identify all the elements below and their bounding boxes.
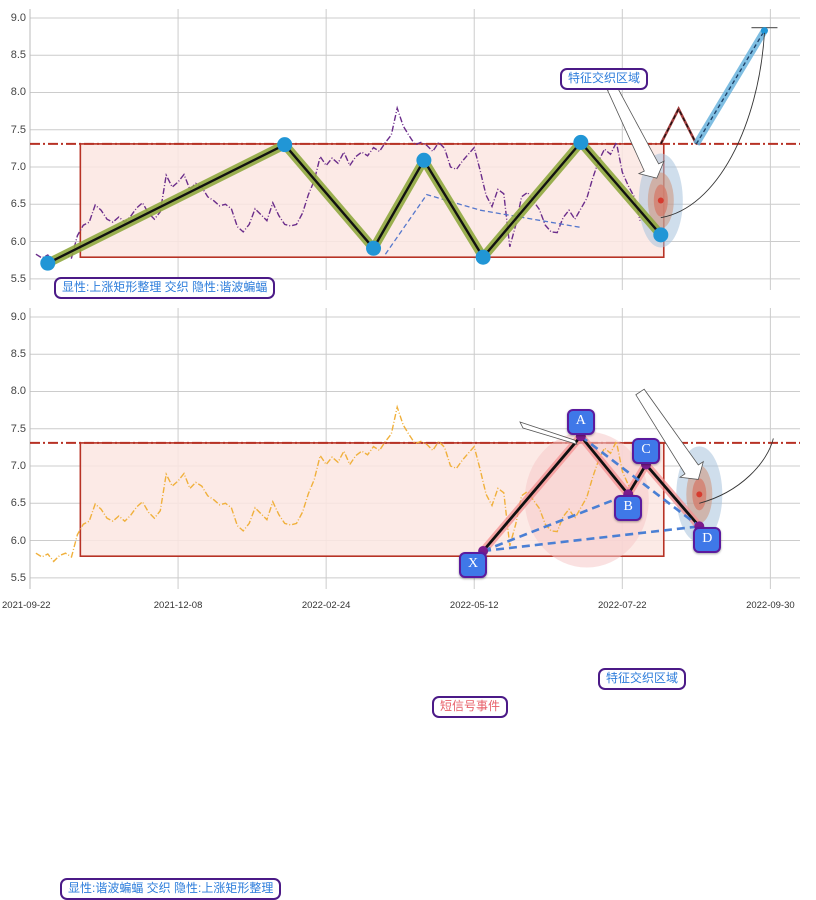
focus-point-bottom	[696, 491, 703, 498]
x-tick-label: 2021-09-22	[2, 600, 51, 611]
harmonic-edge-solid	[481, 434, 583, 553]
y-tick-label: 9.0	[10, 310, 26, 323]
y-tick-label: 6.0	[10, 534, 26, 547]
zigzag-marker	[366, 240, 382, 256]
harmonic-node-b[interactable]: B	[614, 495, 643, 522]
zigzag-marker	[277, 137, 293, 153]
y-tick-label: 6.0	[10, 235, 26, 248]
top-chart-panel: 5.5 6.0 6.5 7.0 7.5 8.0 8.5 9.0 特征交织区域 显性:上涨矩形整…	[0, 0, 816, 300]
y-tick-label: 5.5	[10, 571, 26, 584]
guide-curve-top	[660, 32, 765, 219]
y-tick-label: 6.5	[10, 497, 26, 510]
bottom-y-axis: 5.5 6.0 6.5 7.0 7.5 8.0 8.5 9.0	[0, 300, 26, 617]
y-tick-label: 7.5	[10, 422, 26, 435]
price-line-bottom	[35, 404, 641, 563]
forecast-zigzag-core-top	[660, 107, 697, 145]
zigzag-marker	[573, 134, 589, 150]
zigzag-marker	[653, 227, 669, 243]
x-tick-label: 2022-07-22	[597, 600, 647, 611]
x-tick-label: 2022-05-12	[449, 600, 499, 611]
zigzag-marker	[40, 255, 56, 271]
legend-bottom: 显性:谐波蝙蝠 交织 隐性:上涨矩形整理	[60, 878, 282, 900]
y-tick-label: 8.5	[10, 348, 26, 361]
harmonic-edge-solid	[579, 434, 630, 496]
event-pointer-bottom	[519, 421, 578, 445]
zigzag-marker	[416, 152, 432, 168]
forecast-projection-top	[695, 30, 766, 145]
bottom-chart-panel: 5.5 6.0 6.5 7.0 7.5 8.0 8.5 9.0 短信号事件 特征交织区域 显性…	[0, 300, 816, 900]
focus-point-top	[657, 197, 664, 204]
harmonic-node-c[interactable]: C	[632, 437, 660, 464]
y-tick-label: 8.5	[10, 49, 26, 62]
harmonic-node-x[interactable]: X	[459, 551, 488, 578]
top-y-axis: 5.5 6.0 6.5 7.0 7.5 8.0 8.5 9.0	[0, 0, 26, 300]
annotation-feature-zone-top: 特征交织区域	[560, 68, 649, 90]
harmonic-node-a[interactable]: A	[566, 409, 595, 436]
forecast-target-marker-top	[760, 27, 768, 35]
annotation-arrow-top	[606, 85, 665, 179]
top-chart-plot	[29, 9, 800, 290]
y-tick-label: 7.5	[10, 123, 26, 136]
y-tick-label: 5.5	[10, 272, 26, 285]
annotation-short-signal-event: 短信号事件	[432, 696, 509, 718]
price-line-top	[35, 105, 641, 264]
y-tick-label: 6.5	[10, 198, 26, 211]
y-tick-label: 7.0	[10, 161, 26, 174]
x-tick-label: 2021-12-08	[153, 600, 203, 611]
y-tick-label: 8.0	[10, 385, 26, 398]
harmonic-edge-dashed	[482, 525, 700, 553]
y-tick-label: 8.0	[10, 86, 26, 99]
harmonic-edge-solid	[644, 463, 701, 528]
harmonic-edge-dashed	[580, 435, 701, 528]
y-tick-label: 9.0	[10, 11, 26, 24]
zigzag-marker	[475, 249, 491, 265]
forecast-zigzag-top	[659, 106, 698, 145]
guide-curve-bottom	[699, 438, 774, 504]
annotation-feature-zone-bottom: 特征交织区域	[598, 668, 687, 690]
legend-top: 显性:上涨矩形整理 交织 隐性:谐波蝙蝠	[54, 277, 276, 299]
x-tick-label: 2022-02-24	[301, 600, 351, 611]
annotation-arrow-bottom	[635, 388, 704, 480]
x-axis: 2021-09-22 2021-12-08 2022-02-24 2022-05-12…	[0, 598, 816, 620]
x-tick-label: 2022-09-30	[746, 600, 795, 611]
bottom-chart-plot	[29, 308, 800, 589]
harmonic-node-d[interactable]: D	[693, 527, 722, 554]
y-tick-label: 7.0	[10, 460, 26, 473]
